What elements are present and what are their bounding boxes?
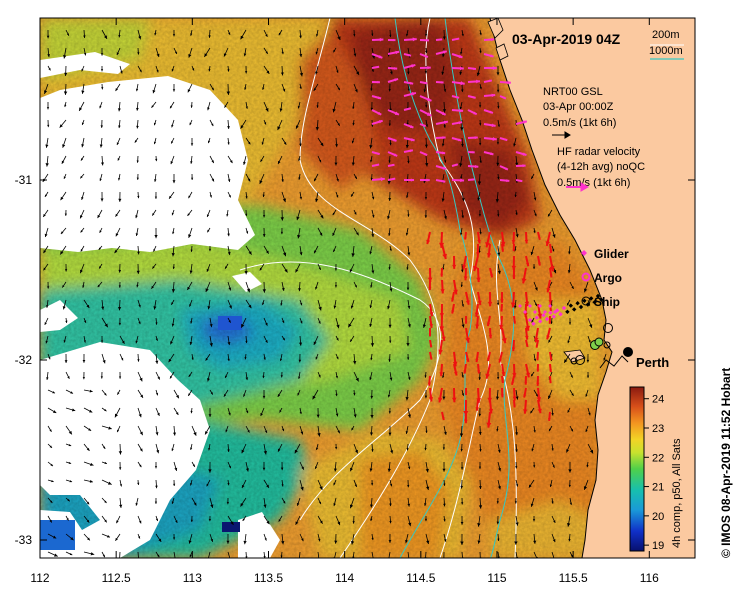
x-tick-label: 113: [183, 571, 202, 585]
x-tick-label: 116: [640, 571, 659, 585]
sst-field: [40, 18, 695, 558]
colorbar-tick-label: 23: [652, 423, 664, 435]
glider-track: [518, 293, 604, 326]
colorbar-title: 4h comp, p50, All Sats: [671, 438, 683, 548]
legend-ship: Ship: [594, 295, 620, 309]
y-tick-label: -32: [15, 353, 33, 367]
colorbar: 19 20 21 22 23 24 4h comp, p50, All Sats: [629, 386, 683, 552]
hf-line2: (4-12h avg) noQC: [557, 161, 645, 173]
isobath-200-label: 200m: [652, 29, 680, 41]
credit-text: © IMOS 08-Apr-2019 11:52 Hobart: [719, 368, 733, 558]
nrt-line3: 0.5m/s (1kt 6h): [543, 117, 616, 129]
x-tick-label: 115: [487, 571, 506, 585]
colorbar-tick-label: 19: [652, 540, 664, 552]
axis-ticks: [39, 18, 695, 558]
colorbar-tick-label: 20: [652, 511, 664, 523]
hf-scale-arrow: [566, 182, 590, 192]
colorbar-tick-label: 24: [652, 394, 664, 406]
legend-glider: Glider: [594, 247, 629, 261]
x-tick-label: 115.5: [559, 571, 588, 585]
x-tick-label: 114: [335, 571, 354, 585]
legend-argo: Argo: [594, 271, 622, 285]
x-tick-label: 112.5: [102, 571, 131, 585]
ship-markers: [570, 323, 613, 365]
y-tick-label: -33: [15, 533, 33, 547]
perth-marker: [623, 347, 633, 357]
x-tick-label: 114.5: [406, 571, 435, 585]
perth-label: Perth: [636, 355, 669, 370]
isobath-1000-label: 1000m: [649, 45, 683, 57]
colorbar-tick-label: 21: [652, 482, 664, 494]
nrt-scale-arrow: [552, 131, 571, 139]
no-data-areas: [40, 52, 280, 558]
x-tick-label: 113.5: [254, 571, 283, 585]
hf-radar-arrows: [426, 231, 555, 428]
y-axis-tick-labels: -31 -32 -33: [15, 173, 33, 547]
nrt-line1: NRT00 GSL: [543, 86, 603, 98]
colorbar-tick-label: 22: [652, 452, 664, 464]
nrt-line2: 03-Apr 00:00Z: [543, 101, 614, 113]
x-tick-label: 112: [30, 571, 49, 585]
map-title: 03-Apr-2019 04Z: [512, 31, 621, 47]
hf-radar-arrows-north: [371, 37, 528, 183]
marker-legend: Glider Argo Ship: [581, 247, 629, 309]
hf-line1: HF radar velocity: [557, 146, 641, 158]
y-tick-label: -31: [15, 173, 33, 187]
x-axis-tick-labels: 112 112.5 113 113.5 114 114.5 115 115.5 116: [30, 571, 659, 585]
